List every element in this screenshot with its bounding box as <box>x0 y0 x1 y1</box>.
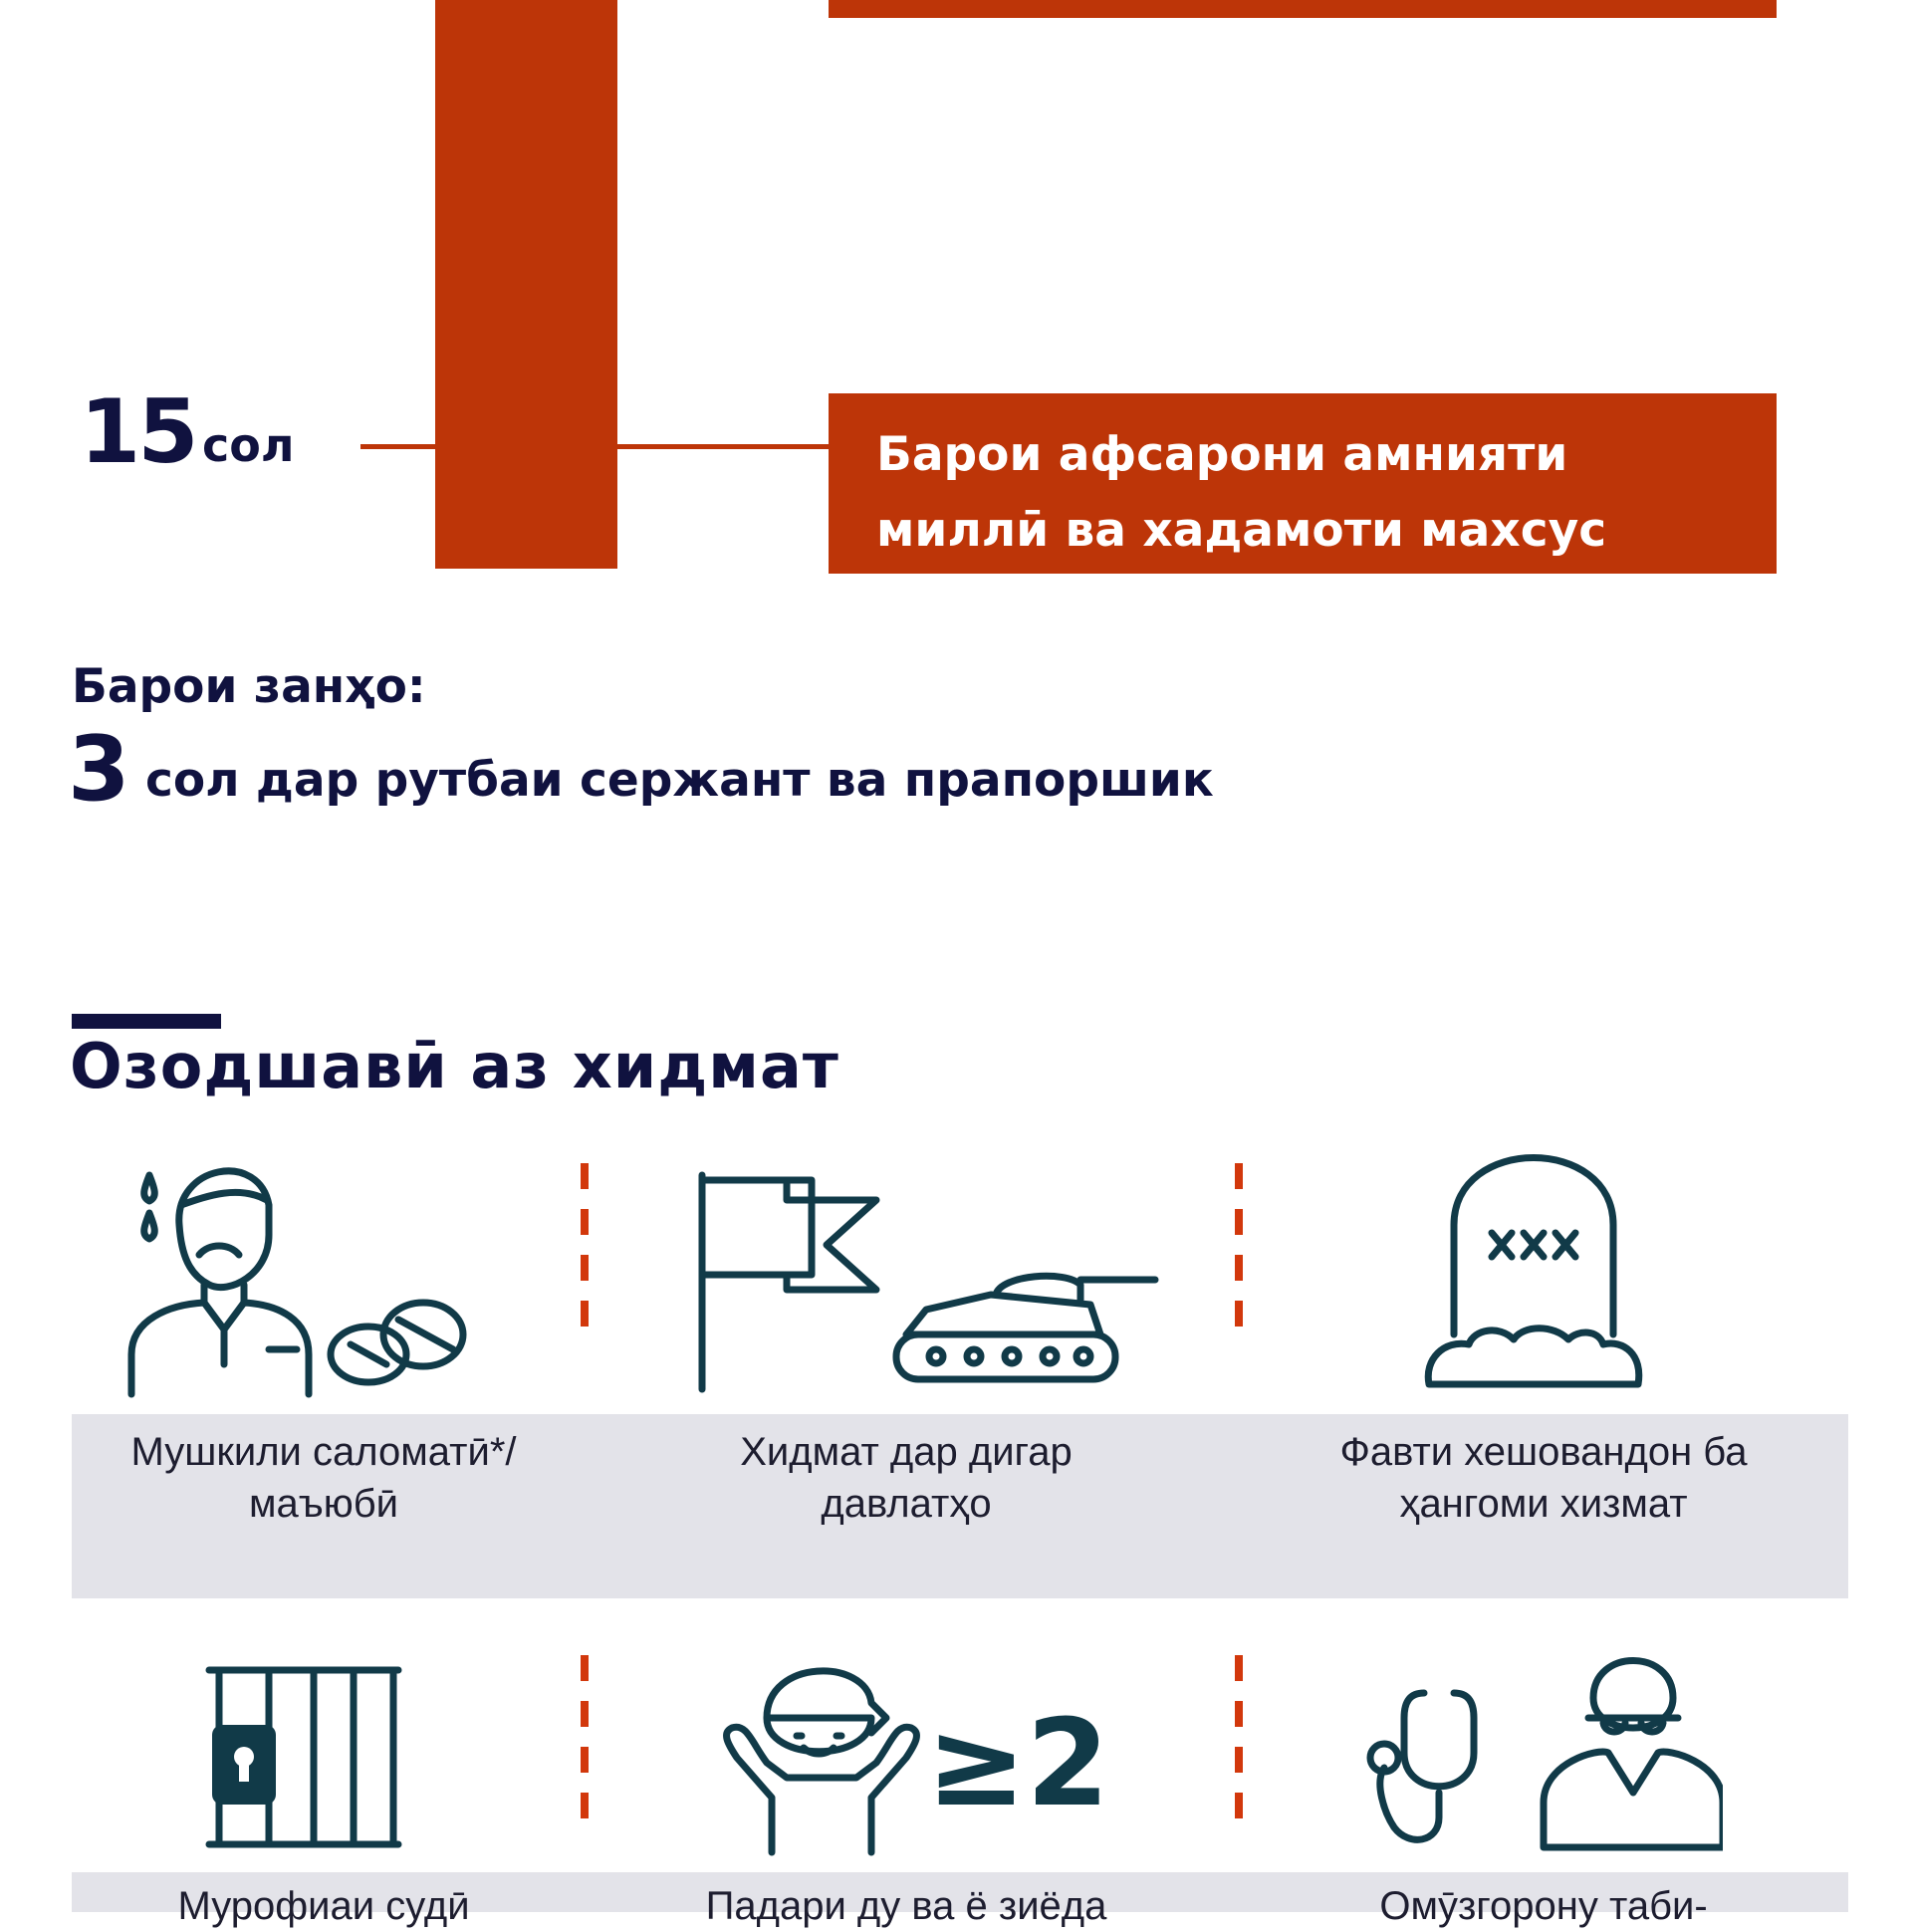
stethoscope-doctor-icon <box>1366 1657 1723 1851</box>
flag-tank-icon <box>698 1171 1159 1393</box>
reason-caption-foreign-service: Хидмат дар дигар давлатҳо <box>740 1430 1073 1526</box>
tombstone-icon <box>1424 1154 1643 1388</box>
separator-dashed <box>1235 1163 1243 1346</box>
captions-panel-row-2 <box>72 1872 1848 1912</box>
reason-caption-father: Падари ду ва ё зиёда <box>705 1884 1107 1928</box>
section-title: Озодшавӣ аз хидмат <box>70 1030 839 1102</box>
sick-person-pills-icon <box>127 1167 467 1398</box>
separator-dashed <box>1235 1655 1243 1838</box>
reason-caption-relative-death: Фавти хешовандон ба ҳангоми хизмат <box>1339 1430 1748 1526</box>
count-badge: ≥2 <box>926 1695 1110 1833</box>
women-years-text: сол дар рутбаи сержант ва прапоршик <box>145 753 1214 808</box>
prison-bars-icon <box>205 1666 402 1848</box>
women-years-number: 3 <box>68 717 130 822</box>
previous-label-box <box>829 0 1777 18</box>
security-officers-label: Барои афсарони амнияти миллӣ ва хадамоти… <box>829 393 1777 574</box>
reason-caption-court: Мурофиаи судӣ <box>177 1884 470 1928</box>
separator-dashed <box>581 1655 589 1838</box>
women-title: Барои занҳо: <box>72 659 426 714</box>
connector-left <box>360 444 435 449</box>
section-accent-bar <box>72 1014 221 1029</box>
years-unit: сол <box>202 418 295 472</box>
connector-right <box>617 444 829 449</box>
reason-caption-health: Мушкили саломатӣ*/ маъюбӣ <box>130 1430 517 1526</box>
separator-dashed <box>581 1163 589 1346</box>
captions-panel-row-1 <box>72 1414 1848 1598</box>
child-two-or-more-icon <box>723 1667 920 1856</box>
years-number: 15 <box>80 380 198 483</box>
timeline-bar <box>435 0 617 569</box>
reason-caption-teachers: Омӯзгорону таби- <box>1379 1884 1708 1928</box>
